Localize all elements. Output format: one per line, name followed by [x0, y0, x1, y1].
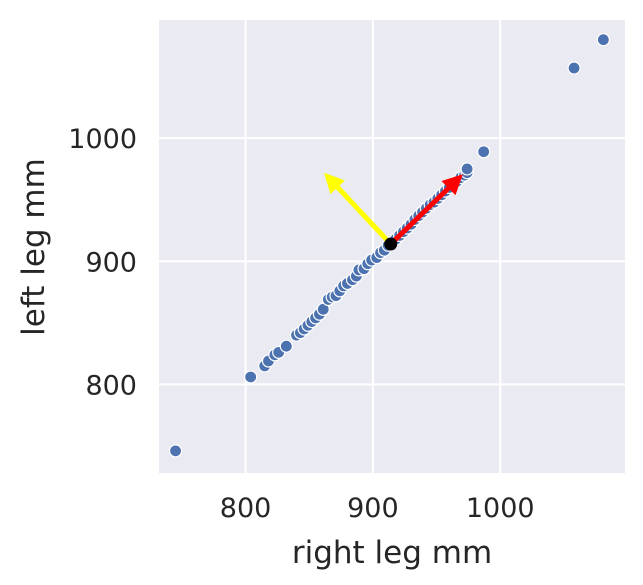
grid: [159, 20, 625, 473]
red-arrow: [388, 174, 463, 246]
data-point: [244, 370, 258, 384]
data-point: [567, 61, 581, 75]
data-point: [477, 145, 491, 159]
y-tick-label: 1000: [68, 124, 137, 155]
mean-point: [384, 237, 398, 251]
y-axis-label: left leg mm: [16, 158, 52, 336]
arrows: [324, 172, 463, 251]
data-point: [460, 162, 474, 176]
tick-labels: 800 900 1000 800 900 1000: [68, 124, 534, 524]
y-tick-label: 900: [85, 247, 137, 278]
yellow-arrow: [324, 172, 393, 246]
data-point: [168, 444, 183, 458]
x-axis-label: right leg mm: [292, 535, 492, 571]
y-tick-label: 800: [85, 370, 137, 401]
x-tick-label: 800: [220, 493, 272, 524]
x-tick-label: 900: [347, 493, 399, 524]
data-point: [279, 339, 293, 353]
data-point: [596, 33, 610, 47]
x-tick-label: 1000: [466, 493, 535, 524]
